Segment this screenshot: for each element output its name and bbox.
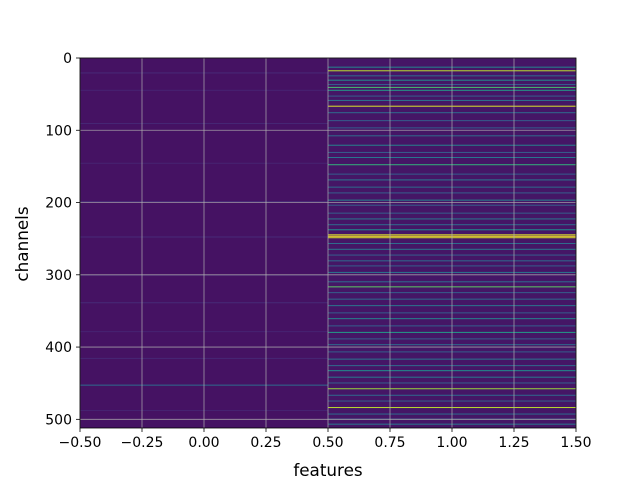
x-tick-label: −0.50	[59, 435, 102, 451]
y-tick-label: 200	[45, 196, 72, 212]
y-axis-label: channels	[12, 206, 32, 281]
x-tick-label: 1.50	[560, 435, 591, 451]
x-tick-label: 0.50	[312, 435, 343, 451]
y-tick-label: 500	[45, 412, 72, 428]
x-axis-label: features	[293, 460, 362, 480]
x-tick-label: 0.25	[250, 435, 281, 451]
x-axis-ticks: −0.50 −0.25 0.00 0.25 0.50 0.75 1.00 1.25 1.50	[59, 428, 592, 451]
y-tick-label: 300	[45, 268, 72, 284]
x-tick-label: 0.75	[374, 435, 405, 451]
y-tick-label: 100	[45, 123, 72, 139]
x-tick-label: 1.25	[498, 435, 529, 451]
y-axis-ticks: 0 100 200 300 400 500	[45, 51, 80, 428]
y-tick-label: 400	[45, 340, 72, 356]
y-tick-label: 0	[63, 51, 72, 67]
x-tick-label: 1.00	[436, 435, 467, 451]
x-tick-label: −0.25	[121, 435, 164, 451]
x-tick-label: 0.00	[188, 435, 219, 451]
